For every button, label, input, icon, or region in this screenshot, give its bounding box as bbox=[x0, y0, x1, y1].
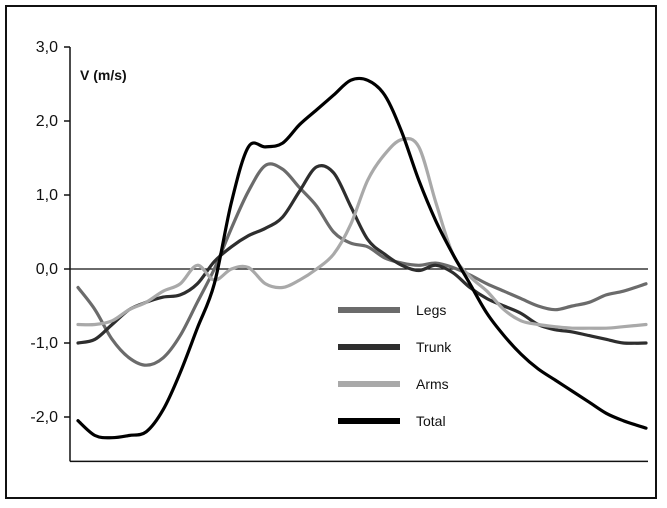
legend-label-total: Total bbox=[416, 413, 446, 429]
legend: Legs Trunk Arms Total bbox=[338, 302, 452, 429]
y-tick-label: -1,0 bbox=[30, 335, 58, 352]
series-line-trunk bbox=[76, 164, 648, 345]
series-line-legs bbox=[76, 162, 648, 367]
series-line-arms bbox=[76, 136, 648, 330]
y-tick-label: 1,0 bbox=[36, 187, 58, 204]
y-axis-label: V (m/s) bbox=[80, 67, 127, 83]
y-tick-label: -2,0 bbox=[30, 409, 58, 426]
y-tick-label: 0,0 bbox=[36, 261, 58, 278]
series-group bbox=[76, 76, 648, 440]
y-tick-label: 2,0 bbox=[36, 113, 58, 130]
legend-label-legs: Legs bbox=[416, 302, 446, 318]
series-line-total bbox=[76, 76, 648, 440]
y-tick-label: 3,0 bbox=[36, 39, 58, 56]
legend-label-arms: Arms bbox=[416, 376, 449, 392]
y-ticks: 3,0 2,0 1,0 0,0 -1,0 -2,0 bbox=[30, 39, 70, 426]
chart-frame bbox=[5, 5, 657, 499]
legend-label-trunk: Trunk bbox=[416, 339, 452, 355]
